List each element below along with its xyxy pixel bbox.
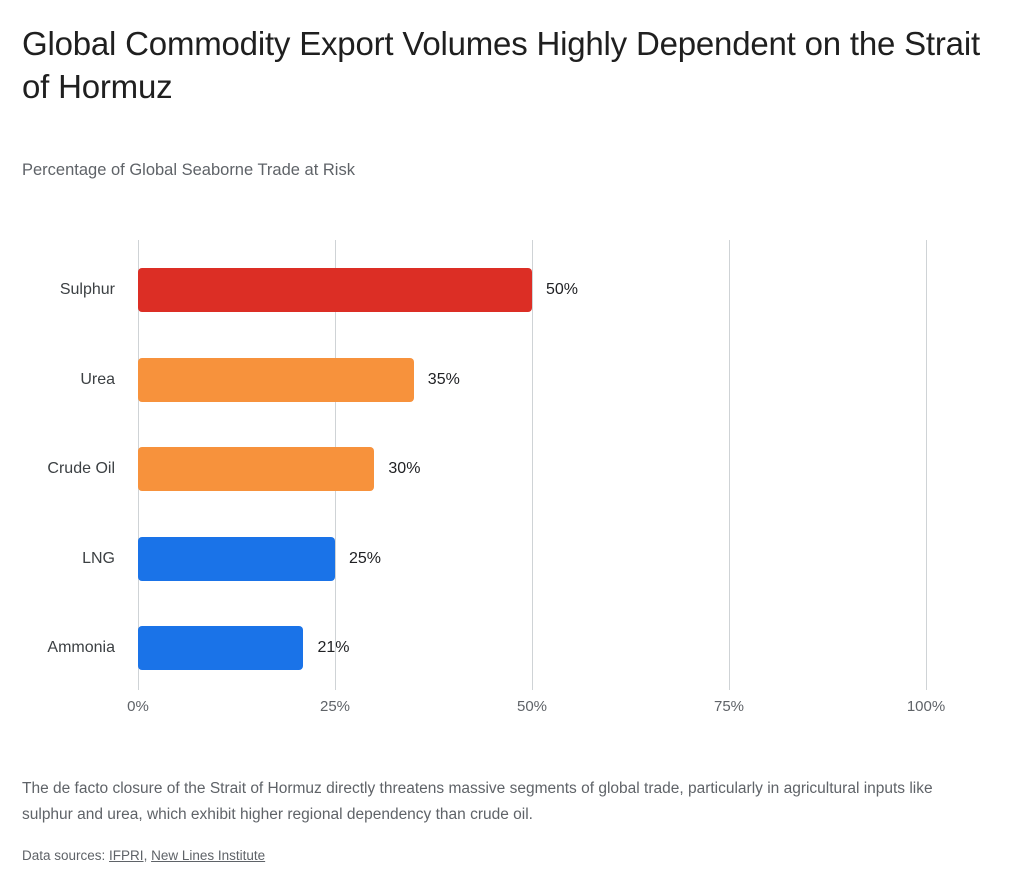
bar-sulphur[interactable] [138, 268, 532, 312]
bar-lng[interactable] [138, 536, 335, 581]
x-axis-tick-label: 100% [906, 698, 946, 715]
chart-row: LNG 25% [82, 536, 926, 581]
category-label-ammonia: Ammonia [0, 626, 115, 670]
category-label-text: LNG [82, 549, 115, 567]
gridline-25pct [335, 240, 336, 690]
source-link-ifpri[interactable]: IFPRI [109, 848, 144, 863]
gridline-0pct [138, 240, 139, 690]
x-axis-tick-label: 50% [516, 698, 548, 715]
category-label-crude-oil: Crude Oil [0, 447, 115, 491]
category-label-text: Crude Oil [47, 460, 115, 477]
gridline-75pct [729, 240, 730, 690]
category-label-lng: LNG [0, 537, 115, 581]
bar-value-label: 21% [317, 639, 350, 656]
x-axis-tick-label: 75% [713, 698, 745, 715]
chart-footer: The de facto closure of the Strait of Ho… [22, 776, 962, 863]
bar-value-label: 25% [349, 549, 382, 567]
chart-subtitle: Percentage of Global Seaborne Trade at R… [22, 161, 355, 179]
gridline-100pct [926, 240, 927, 690]
category-label-sulphur: Sulphur [0, 268, 115, 312]
plot-area: 0% 25% 50% 75% 100% Sulphur 50% Urea 35% Crude Oi… [47, 240, 945, 715]
source-link-new-lines-institute[interactable]: New Lines Institute [151, 848, 266, 863]
x-axis-tick-label: 25% [319, 698, 351, 715]
data-sources-line: Data sources: IFPRI, New Lines Institute [22, 847, 265, 865]
chart-row: Sulphur 50% [60, 268, 926, 312]
category-label-text: Sulphur [59, 281, 115, 298]
bar-urea[interactable] [138, 357, 414, 402]
category-label-text: Ammonia [47, 639, 115, 656]
chart-row: Urea 35% [80, 357, 926, 402]
gridline-50pct [532, 240, 533, 690]
chart-row: Ammonia 21% [47, 626, 926, 670]
bar-value-label: 35% [427, 370, 460, 388]
chart-row: Crude Oil 30% [47, 447, 926, 491]
category-label-text: Urea [80, 370, 115, 388]
page-title: Global Commodity Export Volumes Highly D… [22, 25, 980, 105]
bar-ammonia[interactable] [138, 626, 304, 670]
data-sources-label: Data sources: [22, 848, 110, 863]
sources-separator: , [143, 848, 152, 863]
bar-crude-oil[interactable] [138, 447, 375, 491]
category-label-urea: Urea [0, 358, 115, 402]
chart-header: Global Commodity Export Volumes Highly D… [22, 22, 1007, 179]
footer-note: The de facto closure of the Strait of Ho… [22, 780, 933, 823]
bar-value-label: 30% [388, 460, 421, 477]
x-axis-tick-label: 0% [127, 698, 149, 715]
bar-value-label: 50% [546, 281, 579, 298]
